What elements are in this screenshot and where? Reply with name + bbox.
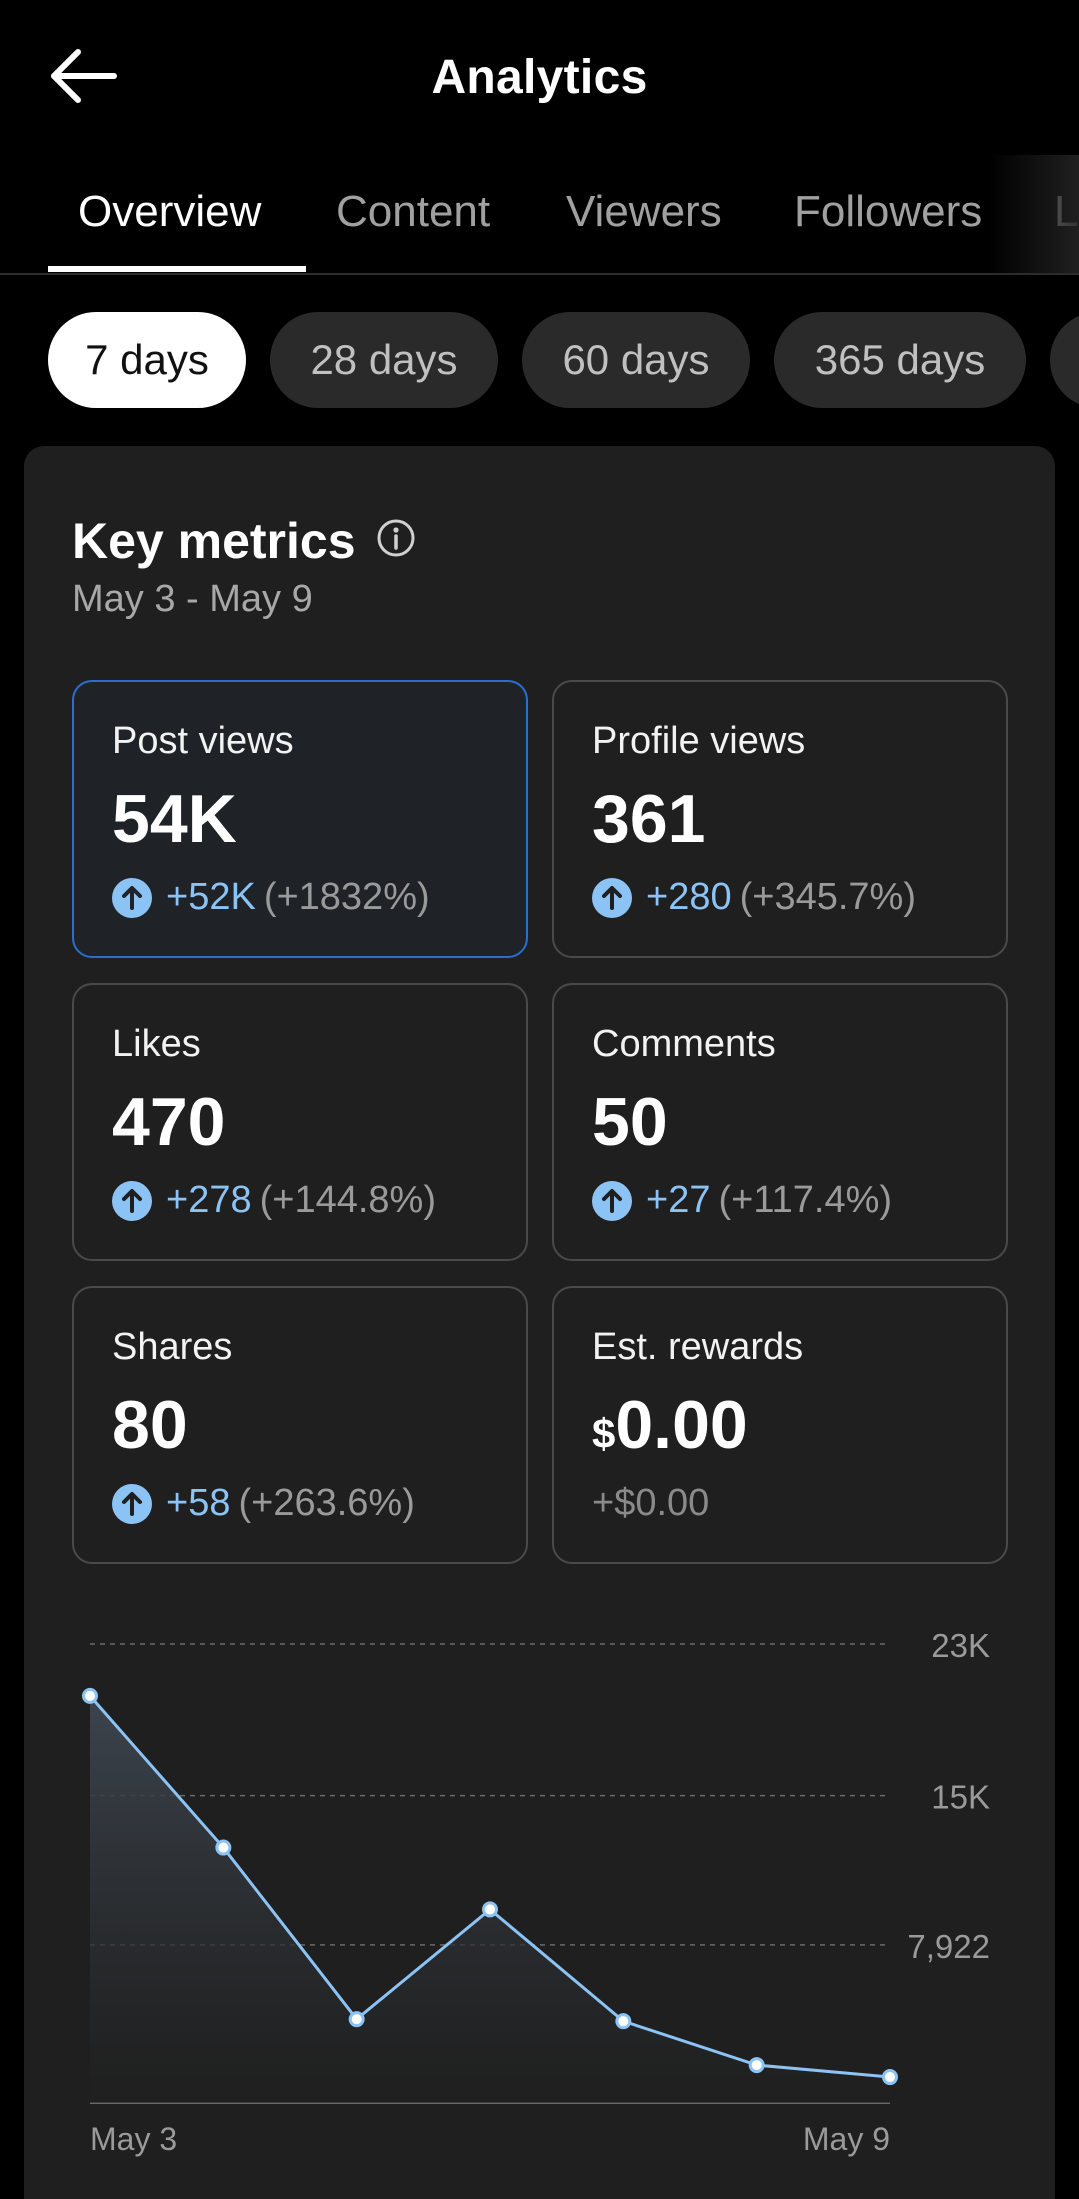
y-tick-label: 15K [931,1779,990,1816]
metric-label: Shares [112,1326,233,1368]
metric-label: Comments [592,1023,776,1065]
metric-est-rewards[interactable]: Est. rewards $0.00 +$0.00 [552,1286,1008,1564]
metric-value: 50 [592,1084,668,1160]
metric-value: 470 [112,1084,226,1160]
metric-post-views[interactable]: Post views 54K +52K (+1832%) [72,680,528,958]
data-point [882,2069,898,2086]
y-tick-label: 23K [931,1627,990,1664]
arrow-left-icon [51,49,117,103]
arrow-up-circle-icon [112,1483,152,1524]
x-tick-label: May 3 [90,2121,177,2157]
data-point [615,2013,632,2030]
metric-delta: +278 [166,1179,252,1221]
period-7-days[interactable]: 7 days [48,312,246,408]
tab-followers[interactable]: Followers [794,187,983,236]
metric-value: 361 [592,781,706,857]
active-tab-indicator [48,266,306,272]
arrow-up-circle-icon [592,1180,632,1221]
top-bar: Analytics [0,0,1079,155]
metric-delta: +52K [166,876,256,918]
metric-percent: (+1832%) [263,876,430,918]
metric-change: +278 (+144.8%) [112,1179,436,1222]
metric-percent: (+263.6%) [238,1482,415,1524]
metric-label: Profile views [592,720,806,762]
tab-bar: Overview Content Viewers Followers L [0,155,1079,275]
key-metrics-card: Key metrics May 3 - May 9 Post views 54K… [24,446,1055,2199]
arrow-up-circle-icon [592,877,632,918]
series-line [88,1694,891,2079]
metric-change: +52K (+1832%) [112,876,430,919]
x-tick-label: May 9 [803,2121,890,2157]
page-title: Analytics [431,51,648,104]
metric-delta: +280 [646,876,732,918]
metric-label: Likes [112,1023,201,1065]
metric-change: +58 (+263.6%) [112,1482,415,1525]
currency-symbol: $ [592,1410,616,1457]
metric-percent: (+144.8%) [259,1179,436,1221]
metric-shares[interactable]: Shares 80 +58 (+263.6%) [72,1286,528,1564]
period-28-days[interactable]: 28 days [270,312,498,408]
metric-percent: (+345.7%) [739,876,916,918]
data-point [482,1901,498,1918]
period-more[interactable] [1050,312,1079,408]
tab-content[interactable]: Content [336,187,491,236]
metric-change: +280 (+345.7%) [592,876,916,919]
tab-viewers[interactable]: Viewers [566,187,722,236]
tab-overview[interactable]: Overview [78,187,262,236]
metric-change: +27 (+117.4%) [592,1179,892,1222]
metric-label: Post views [112,720,294,762]
info-icon[interactable] [376,518,416,558]
date-range: May 3 - May 9 [72,578,313,620]
series-area [90,1695,890,2103]
data-point [82,1687,98,1704]
tab-scroll-fade [989,155,1079,273]
y-tick-label: 7,922 [907,1928,990,1965]
data-point [748,2057,765,2074]
period-365-days[interactable]: 365 days [774,312,1026,408]
metric-delta: +$0.00 [592,1482,710,1524]
key-metrics-title: Key metrics [72,513,356,569]
metric-comments[interactable]: Comments 50 +27 (+117.4%) [552,983,1008,1261]
period-60-days[interactable]: 60 days [522,312,750,408]
metric-value: $0.00 [592,1386,748,1464]
metric-delta: +27 [646,1179,711,1221]
metric-value: 54K [112,781,237,857]
metric-amount: 0.00 [615,1387,748,1463]
period-selector: 7 days 28 days 60 days 365 days [0,312,1079,410]
metric-likes[interactable]: Likes 470 +278 (+144.8%) [72,983,528,1261]
metric-profile-views[interactable]: Profile views 361 +280 (+345.7%) [552,680,1008,958]
metric-delta: +58 [166,1482,231,1524]
metric-change: +$0.00 [592,1482,709,1525]
arrow-up-circle-icon [112,1180,152,1221]
metric-label: Est. rewards [592,1326,804,1368]
metric-percent: (+117.4%) [718,1179,893,1221]
data-point [215,1839,232,1856]
back-button[interactable] [44,44,124,114]
metric-value: 80 [112,1387,188,1463]
data-point [348,2011,365,2028]
arrow-up-circle-icon [112,877,152,918]
